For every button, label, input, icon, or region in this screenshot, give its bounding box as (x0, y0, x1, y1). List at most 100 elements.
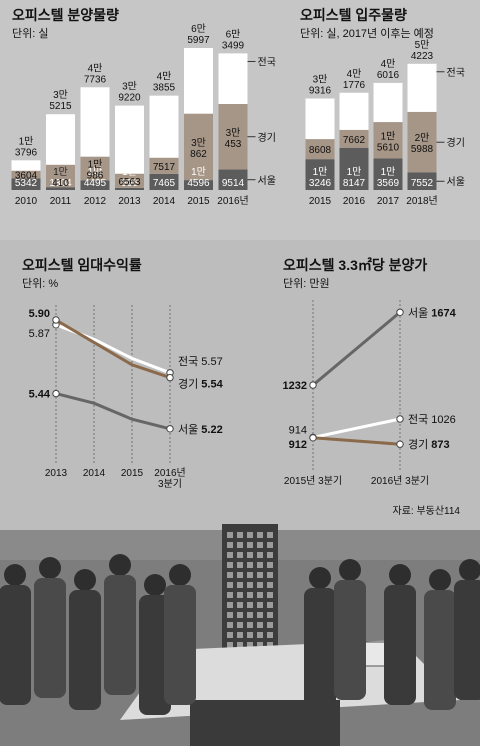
end-value: 1026 (431, 414, 455, 426)
building-window (257, 582, 263, 588)
end-value: 1674 (431, 307, 456, 319)
building-window (267, 602, 273, 608)
building-window (247, 572, 253, 578)
x-tick-label: 2016 (343, 196, 366, 207)
building-window (227, 582, 233, 588)
end-value: 5.57 (201, 356, 222, 368)
series-name: 경기 (408, 438, 431, 451)
bar-seoul (184, 180, 213, 190)
bar-seoul (339, 147, 369, 190)
bar-seoul (407, 172, 437, 190)
x-tick-label: 2010 (15, 196, 38, 207)
legend-label: 서울 (258, 175, 276, 187)
building-window (247, 542, 253, 548)
label-total: 3만 9220 (118, 81, 141, 104)
series-name: 서울 (178, 423, 201, 436)
bar-gyeonggi (80, 156, 110, 181)
series-name: 전국 (178, 355, 201, 368)
label-seoul: 7552 (411, 178, 434, 189)
person-body (424, 590, 456, 710)
x-tick-label: 2016년 3분기 (154, 467, 185, 490)
building-window (257, 532, 263, 538)
building-window (257, 632, 263, 638)
person-body (454, 580, 480, 700)
chart-title: 오피스텔 임대수익률 (22, 257, 142, 273)
series-line (55, 318, 171, 380)
label-total: 3만 5215 (49, 89, 72, 112)
building-window (237, 632, 243, 638)
building-window (237, 532, 243, 538)
building-window (237, 592, 243, 598)
person-head (169, 564, 191, 586)
bar-gyeonggi (11, 170, 41, 179)
person-head (39, 557, 61, 579)
building-window (267, 552, 273, 558)
label-gyeonggi: 3만 453 (225, 127, 242, 150)
end-value: 5.54 (201, 379, 223, 391)
building-window (267, 642, 273, 648)
building-window (237, 542, 243, 548)
person-body (104, 575, 136, 695)
bar-gyeonggi (339, 129, 369, 148)
legend-label: 경기 (258, 131, 276, 144)
person-head (339, 559, 361, 581)
building-window (257, 562, 263, 568)
legend-label: 전국 (258, 56, 276, 68)
chart-title: 오피스텔 분양물량 (12, 7, 119, 23)
bar-seoul (115, 187, 144, 190)
data-point (309, 381, 317, 389)
building-window (257, 642, 263, 648)
label-total: 6만 3499 (222, 28, 245, 51)
person-body (0, 585, 31, 705)
label-total: 3만 9316 (309, 74, 332, 97)
label-total: 4만 7736 (84, 62, 107, 85)
building-window (227, 562, 233, 568)
building-window (247, 612, 253, 618)
person-head (109, 554, 131, 576)
building-window (247, 602, 253, 608)
person-body (384, 585, 416, 705)
person-body (304, 588, 336, 708)
building-window (247, 642, 253, 648)
label-total: 6만 5997 (187, 23, 210, 46)
series-name: 경기 (178, 378, 201, 391)
label-total: 4만 1776 (343, 68, 366, 91)
bar-seoul (11, 178, 41, 190)
bar-gyeonggi (373, 122, 403, 159)
building-window (237, 572, 243, 578)
start-value-label: 5.44 (29, 389, 51, 401)
bar-gyeonggi (46, 164, 75, 188)
x-tick-label: 2016년 3분기 (371, 475, 429, 487)
start-value-label: 1232 (283, 380, 307, 392)
x-tick-label: 2013 (118, 196, 141, 207)
x-tick-label: 2012 (84, 196, 107, 207)
building-window (237, 642, 243, 648)
x-tick-label: 2015 (187, 196, 210, 207)
building-window (267, 542, 273, 548)
x-tick-label: 2013 (45, 468, 68, 479)
building-window (247, 632, 253, 638)
bar-gyeonggi (407, 111, 437, 173)
series-line (312, 436, 401, 446)
label-seoul: 1만 3569 (377, 166, 400, 189)
source-note: 자료: 부동산114 (393, 505, 461, 517)
building-window (227, 592, 233, 598)
series-line (312, 311, 401, 387)
series-name: 전국 (408, 413, 431, 426)
building-window (267, 562, 273, 568)
label-total: 4만 3855 (153, 71, 176, 94)
building-window (237, 602, 243, 608)
person-head (389, 564, 411, 586)
x-tick-label: 2011 (50, 196, 72, 207)
x-tick-label: 2016년 (217, 195, 248, 207)
end-label: 경기 873 (408, 438, 450, 451)
building-window (237, 612, 243, 618)
data-point (52, 316, 60, 324)
building-window (227, 532, 233, 538)
label-gyeonggi: 8608 (309, 145, 332, 156)
series-line (55, 392, 171, 431)
label-gyeonggi: 6563 (118, 177, 141, 188)
person-head (144, 574, 166, 596)
building-window (257, 572, 263, 578)
